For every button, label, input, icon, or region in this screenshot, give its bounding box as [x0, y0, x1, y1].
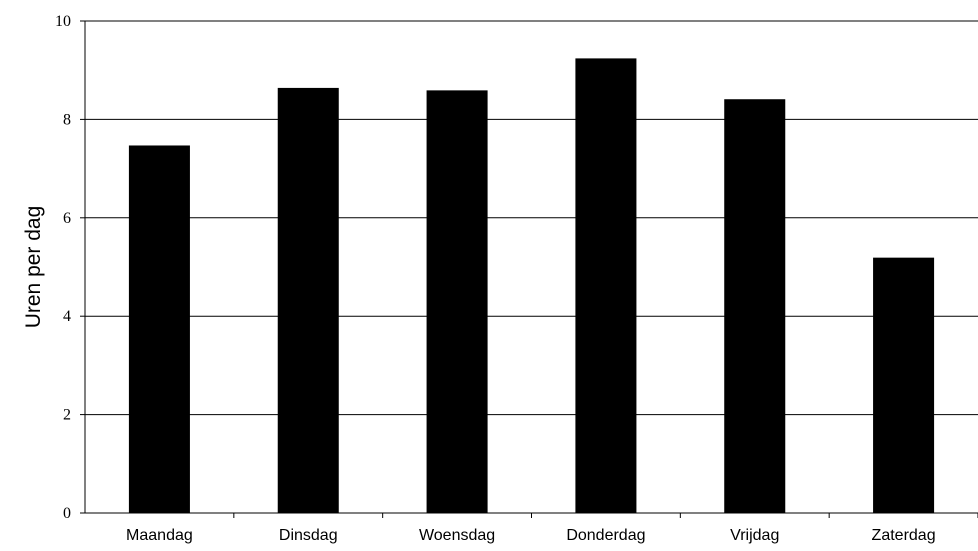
x-tick-label-donderdag: Donderdag	[566, 527, 645, 544]
y-axis-title: Uren per dag	[22, 206, 45, 329]
x-tick-label-dinsdag: Dinsdag	[279, 527, 338, 544]
y-tick-label: 6	[63, 210, 71, 227]
x-tick-label-zaterdag: Zaterdag	[872, 527, 936, 544]
bar-zaterdag	[873, 257, 935, 513]
bar-dinsdag	[277, 87, 339, 514]
bar-maandag	[128, 145, 190, 513]
y-tick-label: 8	[63, 111, 71, 128]
y-tick-label: 4	[63, 308, 71, 325]
bars	[128, 58, 935, 514]
y-tick-labels: 0 2 4 6 8 10	[55, 13, 71, 522]
bar-woensdag	[426, 90, 488, 513]
x-tick-label-woensdag: Woensdag	[419, 527, 495, 544]
x-tick-label-vrijdag: Vrijdag	[730, 527, 779, 544]
x-tick-labels: Maandag Dinsdag Woensdag Donderdag Vrijdag Za…	[126, 527, 936, 544]
axes	[84, 21, 978, 514]
bar-vrijdag	[724, 99, 786, 513]
y-tick-label: 10	[55, 13, 71, 30]
gridlines	[80, 20, 978, 518]
y-tick-label: 2	[63, 407, 71, 424]
x-tick-label-maandag: Maandag	[126, 527, 193, 544]
y-tick-label: 0	[63, 505, 71, 522]
bar-donderdag	[575, 58, 637, 513]
